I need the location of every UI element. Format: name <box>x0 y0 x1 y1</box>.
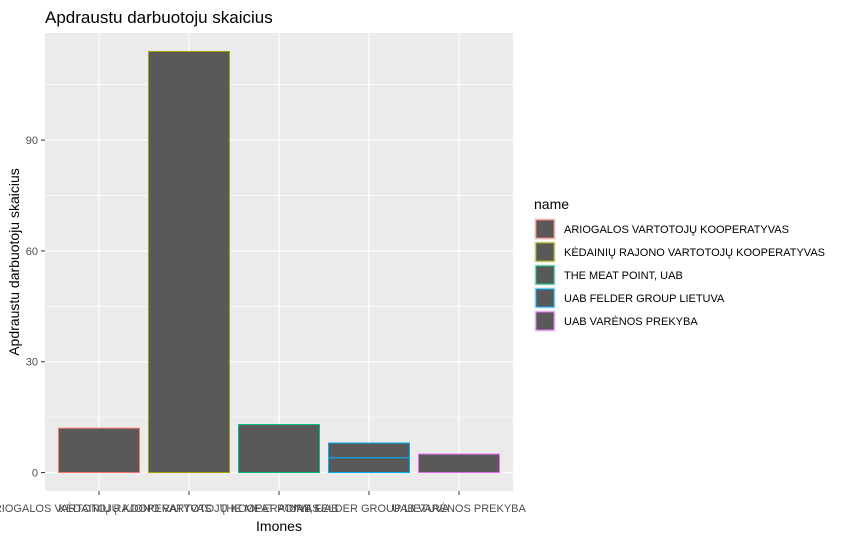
legend: name ARIOGALOS VARTOTOJŲ KOOPERATYVAS KĖD… <box>534 196 825 332</box>
x-tick-label: KĖDAINIŲ RAJONO VARTOTOJŲ KOOPERATYVAS <box>59 502 320 515</box>
legend-key-swatch <box>535 288 555 308</box>
y-tick-label: 30 <box>26 357 38 369</box>
y-tick-label: 60 <box>26 246 38 258</box>
legend-label: ARIOGALOS VARTOTOJŲ KOOPERATYVAS <box>564 224 789 236</box>
x-tick-label: ARIOGALOS VARTOTOJŲ KOOPERATYVAS <box>0 503 211 515</box>
legend-title: name <box>534 196 569 212</box>
bar-4 <box>328 457 410 474</box>
y-axis-title: Apdraustu darbuotoju skaicius <box>6 168 22 356</box>
x-axis-title: Imones <box>256 518 302 534</box>
legend-label: KĖDAINIŲ RAJONO VARTOTOJŲ KOOPERATYVAS <box>564 246 825 259</box>
bar-2 <box>148 50 230 474</box>
legend-key-swatch <box>535 219 555 239</box>
legend-label: UAB VARĖNOS PREKYBA <box>564 315 698 328</box>
legend-key-swatch <box>535 265 555 285</box>
legend-key-swatch <box>535 242 555 262</box>
legend-label: UAB FELDER GROUP LIETUVA <box>564 293 725 305</box>
legend-label: THE MEAT POINT, UAB <box>564 270 683 282</box>
y-axis: 0 30 60 90 <box>26 135 45 480</box>
legend-key-swatch <box>535 311 555 331</box>
bar-1 <box>58 427 140 474</box>
x-tick-label: UAB FELDER GROUP LIETUVA <box>289 503 450 515</box>
bar-3 <box>238 424 320 474</box>
bars-group <box>58 50 500 474</box>
y-tick-label: 90 <box>26 135 38 147</box>
x-tick-label: UAB VARĖNOS PREKYBA <box>392 502 526 515</box>
x-tick-label: THE MEAT POINT, UAB <box>220 503 339 515</box>
chart-title: Apdraustu darbuotoju skaicius <box>45 8 273 27</box>
y-tick-label: 0 <box>32 468 38 480</box>
bar-5 <box>418 453 500 474</box>
x-axis: ARIOGALOS VARTOTOJŲ KOOPERATYVASKĖDAINIŲ… <box>0 491 526 515</box>
bar-4 <box>328 442 410 459</box>
